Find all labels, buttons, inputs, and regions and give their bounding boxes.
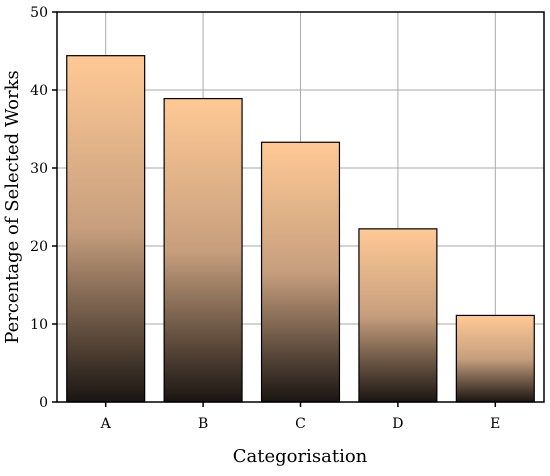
y-tick-label-30: 30 bbox=[30, 161, 48, 177]
axes bbox=[52, 11, 545, 407]
bar-D bbox=[358, 228, 438, 403]
bar-A bbox=[66, 55, 146, 403]
bars bbox=[66, 55, 535, 403]
bar-B bbox=[163, 97, 243, 403]
x-tick-label-E: E bbox=[490, 416, 500, 432]
bar-E bbox=[455, 314, 535, 403]
y-tick-label-40: 40 bbox=[30, 83, 48, 99]
x-tick-label-A: A bbox=[100, 416, 112, 432]
x-tick-label-C: C bbox=[295, 416, 306, 432]
bar-C bbox=[260, 141, 341, 403]
x-tick-label-B: B bbox=[198, 416, 208, 432]
y-tick-label-10: 10 bbox=[30, 317, 48, 333]
y-axis-title: Percentage of Selected Works bbox=[2, 70, 23, 343]
tick-labels: 0 10 20 30 40 50 A B C D E bbox=[30, 5, 500, 432]
x-axis-title: Categorisation bbox=[233, 446, 368, 467]
y-tick-label-50: 50 bbox=[30, 5, 48, 21]
y-tick-label-20: 20 bbox=[30, 239, 48, 255]
y-tick-label-0: 0 bbox=[39, 395, 48, 411]
x-tick-label-D: D bbox=[392, 416, 403, 432]
